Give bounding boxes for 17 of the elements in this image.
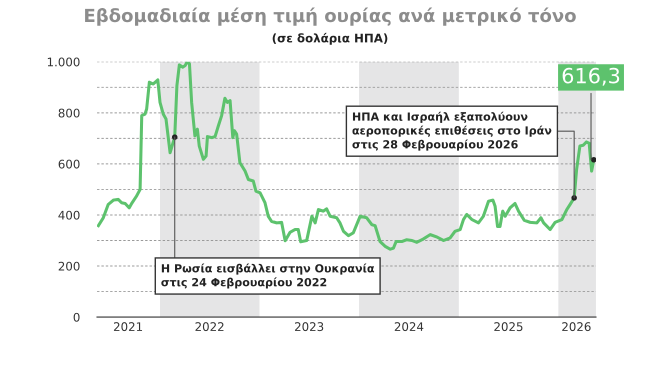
annotation: ΗΠΑ και Ισραήλ εξαπολύουν αεροπορικές επιθέσεις στο Ιράν στις 28 Φεβρουαρίου 2026 [352, 112, 552, 151]
chart-title: Εβδομαδιαία μέση τιμή ουρίας ανά μετρικό τόνο [85, 8, 576, 26]
chart-subtitle: (σε δολάρια ΗΠΑ) [272, 32, 388, 45]
annotation: Η Ρωσία εισβάλλει στην Ουκρανία στις 24 Φεβρουαρίου 2022 [161, 263, 374, 289]
x-tick-label: 2024 [394, 322, 424, 332]
y-tick-label: 800 [58, 108, 80, 118]
y-tick-label: 0 [74, 312, 80, 322]
data-label: 616,3 [562, 68, 620, 86]
y-tick-label: 1.000 [48, 58, 80, 66]
y-tick-label: 400 [58, 210, 80, 220]
x-tick-label: 2022 [195, 322, 224, 332]
y-tick-label: 600 [58, 160, 80, 169]
x-tick-label: 2025 [494, 322, 522, 332]
x-tick-label: 2023 [294, 322, 324, 332]
x-tick-label: 2021 [114, 322, 142, 332]
y-tick-label: 200 [58, 262, 80, 271]
x-tick-label: 2026 [562, 322, 591, 332]
